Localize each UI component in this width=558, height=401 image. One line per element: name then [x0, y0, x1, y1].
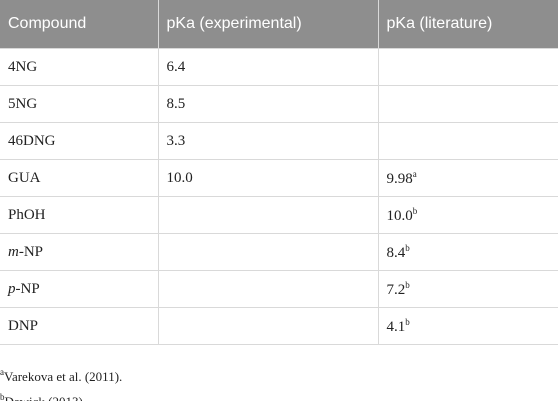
experimental-cell: 3.3 — [157, 122, 379, 160]
experimental-cell: 8.5 — [157, 85, 379, 123]
header-row: Compound pKa (experimental) pKa (literatur… — [0, 0, 558, 49]
table: Compound pKa (experimental) pKa (literatur… — [0, 0, 558, 345]
compound-name: PhOH — [8, 206, 46, 223]
footnote-mark: b — [405, 316, 410, 327]
footnote: bDewick (2013). — [0, 387, 122, 401]
table-row: GUA 10.0 9.98a — [0, 159, 558, 197]
compound-cell: p-NP — [0, 270, 159, 308]
footnote-mark: b — [0, 392, 5, 401]
table-row: m-NP 8.4b — [0, 233, 558, 271]
literature-cell: 8.4b — [377, 233, 558, 271]
literature-cell: 7.2b — [377, 270, 558, 308]
footnote-mark: b — [405, 242, 410, 253]
experimental-cell: 10.0 — [157, 159, 379, 197]
compound-name: GUA — [8, 169, 41, 186]
footnotes: aVarekova et al. (2011).bDewick (2013). — [0, 362, 122, 401]
compound-cell: 46DNG — [0, 122, 159, 160]
compound-cell: 5NG — [0, 85, 159, 123]
experimental-cell — [157, 196, 379, 234]
experimental-cell — [157, 270, 379, 308]
compound-name: -NP — [15, 280, 40, 297]
compound-name: DNP — [8, 317, 39, 334]
compound-cell: m-NP — [0, 233, 159, 271]
literature-cell: 9.98a — [377, 159, 558, 197]
literature-value: 8.4 — [386, 244, 406, 261]
compound-cell: DNP — [0, 307, 159, 345]
footnote-mark: a — [0, 367, 4, 377]
literature-cell — [377, 85, 558, 123]
compound-cell: PhOH — [0, 196, 159, 234]
footnote-mark: b — [405, 279, 410, 290]
compound-name: -NP — [18, 243, 44, 260]
literature-cell — [377, 122, 558, 160]
literature-value: 10.0 — [386, 207, 413, 224]
footnote: aVarekova et al. (2011). — [0, 362, 122, 387]
table-row: 46DNG 3.3 — [0, 122, 558, 160]
experimental-cell: 6.4 — [157, 48, 379, 86]
literature-cell: 4.1b — [377, 307, 558, 345]
table-row: PhOH 10.0b — [0, 196, 558, 234]
header-cell: pKa (literature) — [378, 0, 558, 49]
compound-cell: 4NG — [0, 48, 159, 86]
experimental-value: 3.3 — [166, 132, 186, 149]
footnote-mark: b — [412, 205, 418, 216]
table-row: 5NG 8.5 — [0, 85, 558, 123]
table-row: 4NG 6.4 — [0, 48, 558, 86]
literature-value: 9.98 — [386, 170, 413, 187]
compound-name: 46DNG — [8, 132, 56, 149]
experimental-cell — [157, 233, 379, 271]
footnote-text: Varekova et al. (2011). — [4, 369, 123, 384]
experimental-value: 6.4 — [166, 58, 186, 75]
footnote-mark: a — [412, 168, 417, 179]
compound-cell: GUA — [0, 159, 159, 197]
header-cell: Compound — [0, 0, 159, 49]
table-row: p-NP 7.2b — [0, 270, 558, 308]
header-cell: pKa (experimental) — [158, 0, 379, 49]
table-row: DNP 4.1b — [0, 307, 558, 345]
footnote-text: Dewick (2013). — [5, 394, 87, 401]
experimental-value: 8.5 — [166, 95, 186, 112]
literature-value: 7.2 — [386, 281, 406, 298]
table-body: 4NG 6.4 5NG 8.5 46DNG 3.3 GUA 10.0 9.98a PhOH 10.0… — [0, 48, 558, 345]
compound-prefix: p — [8, 280, 16, 297]
experimental-value: 10.0 — [166, 169, 193, 186]
literature-value: 4.1 — [386, 318, 406, 335]
experimental-cell — [157, 307, 379, 345]
literature-cell — [377, 48, 558, 86]
compound-name: 4NG — [8, 58, 38, 75]
literature-cell: 10.0b — [377, 196, 558, 234]
compound-prefix: m — [8, 243, 19, 260]
compound-name: 5NG — [8, 95, 38, 112]
